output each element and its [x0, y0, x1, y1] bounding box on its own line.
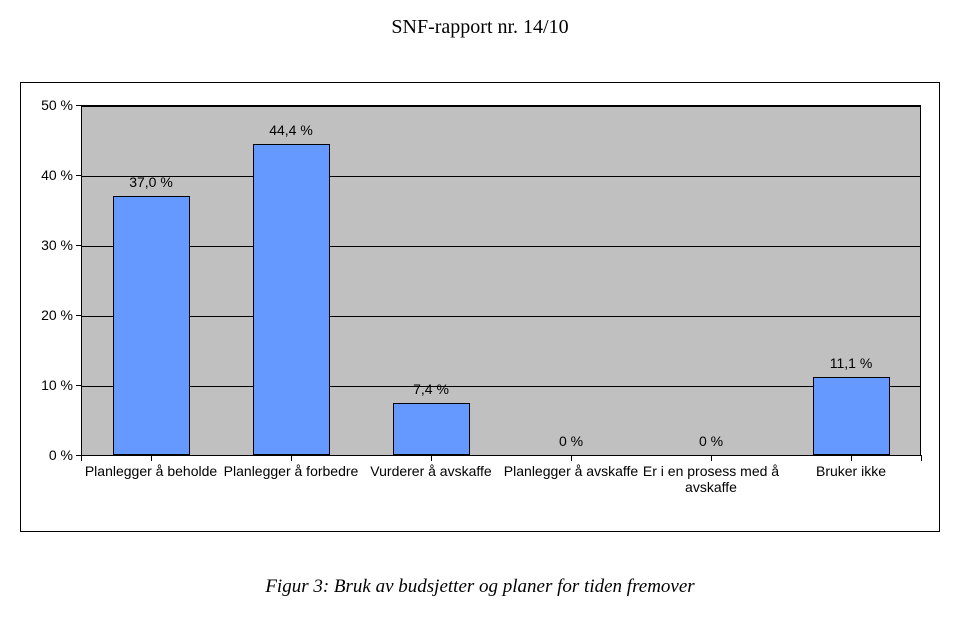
- y-tick-label: 30 %: [41, 237, 73, 253]
- x-tick-mark: [291, 455, 292, 461]
- x-tick-mark: [571, 455, 572, 461]
- bar: [393, 403, 470, 455]
- bar-slot: 11,1 %: [781, 105, 921, 455]
- y-tick-label: 40 %: [41, 167, 73, 183]
- x-axis-labels: Planlegger å beholdePlanlegger å forbedr…: [81, 463, 921, 523]
- bar-value-label: 0 %: [641, 433, 781, 449]
- x-category-label: Planlegger å avskaffe: [501, 463, 641, 479]
- x-axis-line: [76, 455, 922, 456]
- bar-value-label: 37,0 %: [81, 174, 221, 190]
- bars-container: 37,0 % 44,4 % 7,4 % 0 %0 % 11,1 %: [81, 105, 921, 455]
- x-category-label: Bruker ikke: [781, 463, 921, 479]
- bar-slot: 0 %: [501, 105, 641, 455]
- x-tick-mark: [151, 455, 152, 461]
- figure-caption: Figur 3: Bruk av budsjetter og planer fo…: [0, 576, 960, 598]
- bar: [813, 377, 890, 455]
- x-tick-mark: [431, 455, 432, 461]
- bar-chart: 0 % 10 % 20 % 30 % 40 % 50 % 37,0 % 44,4 % 7,4 …: [20, 82, 940, 532]
- x-tick-mark: [711, 455, 712, 461]
- x-tick-mark: [921, 455, 922, 461]
- bar-slot: 44,4 %: [221, 105, 361, 455]
- bar-value-label: 0 %: [501, 433, 641, 449]
- bar-slot: 0 %: [641, 105, 781, 455]
- page-title: SNF-rapport nr. 14/10: [0, 0, 960, 39]
- bar: [253, 144, 330, 455]
- x-tick-mark: [81, 455, 82, 461]
- bar-value-label: 44,4 %: [221, 122, 361, 138]
- bar-value-label: 7,4 %: [361, 381, 501, 397]
- x-category-label: Vurderer å avskaffe: [361, 463, 501, 479]
- y-tick-label: 50 %: [41, 97, 73, 113]
- bar-value-label: 11,1 %: [781, 355, 921, 371]
- bar-slot: 37,0 %: [81, 105, 221, 455]
- x-category-label: Planlegger å forbedre: [221, 463, 361, 479]
- y-tick-label: 20 %: [41, 307, 73, 323]
- y-tick-label: 0 %: [49, 447, 73, 463]
- bar: [113, 196, 190, 455]
- bar-slot: 7,4 %: [361, 105, 501, 455]
- y-tick-label: 10 %: [41, 377, 73, 393]
- x-tick-mark: [851, 455, 852, 461]
- y-axis: 0 %10 %20 %30 %40 %50 %: [21, 105, 81, 455]
- x-category-label: Er i en prosess med å avskaffe: [641, 463, 781, 495]
- x-category-label: Planlegger å beholde: [81, 463, 221, 479]
